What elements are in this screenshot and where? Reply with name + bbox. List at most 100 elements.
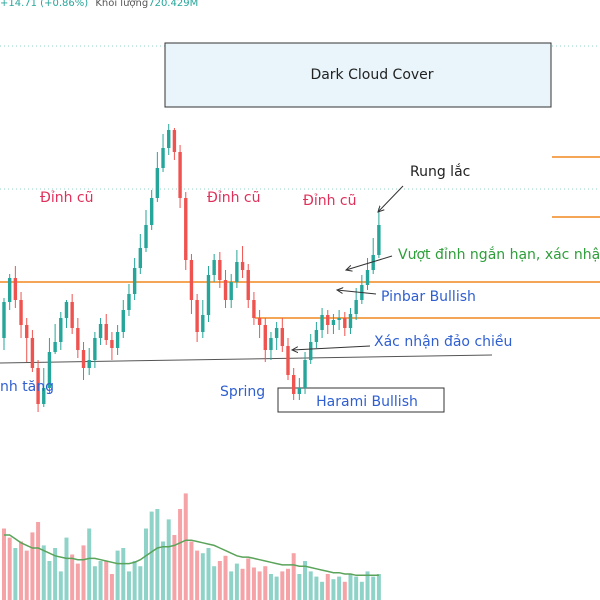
- level-lines: [0, 42, 600, 413]
- volume-bar: [229, 571, 234, 600]
- volume-bar: [251, 567, 256, 600]
- candle: [337, 310, 341, 330]
- harami-label: Harami Bullish: [316, 394, 418, 410]
- candle-body: [47, 352, 52, 388]
- volume-bar: [19, 541, 24, 600]
- candle-body: [81, 350, 86, 368]
- candle-body: [297, 388, 302, 394]
- candle-body: [201, 315, 205, 332]
- candle: [263, 318, 267, 362]
- candle-body: [132, 268, 137, 294]
- candle: [343, 312, 347, 336]
- candle-body: [291, 375, 296, 394]
- candle: [2, 298, 6, 350]
- candle-body: [36, 368, 40, 404]
- candle: [331, 314, 336, 334]
- volume-bar: [13, 548, 18, 600]
- volume-bar: [24, 550, 29, 600]
- volume-bar: [2, 528, 6, 600]
- price-change: +14.71 (+0.86%): [0, 0, 89, 9]
- candle: [320, 308, 324, 338]
- volume-label: Khối lượng: [95, 0, 149, 9]
- volume-bar: [166, 519, 171, 600]
- candle: [314, 322, 319, 348]
- volume-bar: [36, 522, 41, 600]
- candle: [110, 332, 114, 360]
- volume-bar: [371, 576, 376, 600]
- candle: [144, 210, 148, 252]
- volume-bar: [376, 574, 381, 600]
- candle: [291, 368, 296, 400]
- candle: [240, 246, 245, 278]
- volume-bar: [183, 493, 188, 600]
- volume-bar: [115, 550, 120, 600]
- volume-bar: [81, 545, 86, 600]
- volume-bar: [331, 579, 336, 600]
- candle-body: [167, 130, 171, 148]
- volume-bar: [280, 571, 285, 600]
- candle-body: [178, 152, 182, 198]
- candle: [13, 266, 18, 308]
- volume-bar: [297, 574, 302, 600]
- volume-bar: [274, 576, 279, 600]
- volume-bar: [47, 561, 52, 600]
- candle-body: [42, 388, 46, 404]
- volume-bar: [291, 553, 296, 600]
- candle: [47, 338, 52, 394]
- candle: [19, 292, 23, 338]
- volume-bar: [195, 550, 200, 600]
- volume-bar: [121, 548, 126, 600]
- candle: [184, 192, 188, 270]
- candle: [87, 348, 91, 375]
- neckline: [0, 354, 493, 364]
- volume-bar: [189, 541, 194, 600]
- volume-bar: [303, 561, 308, 600]
- candle: [161, 134, 165, 172]
- xac-nhan-arrow: [292, 345, 371, 350]
- candle-body: [286, 346, 290, 375]
- volume-bar: [359, 581, 364, 600]
- candle: [326, 310, 330, 334]
- volume-bar: [348, 574, 353, 600]
- pinbar-arrow: [337, 290, 377, 295]
- candle-body: [269, 338, 273, 350]
- volume-value: 720.429M: [148, 0, 199, 9]
- volume-bar: [365, 571, 370, 600]
- candle-body: [13, 278, 18, 300]
- volume-bar: [98, 561, 103, 600]
- candle-body: [326, 315, 330, 325]
- volume-bar: [58, 571, 63, 600]
- candle-body: [320, 315, 324, 330]
- volume-bar: [7, 537, 12, 600]
- volume-bar: [53, 548, 58, 600]
- candle: [371, 238, 375, 274]
- candle-body: [377, 225, 381, 255]
- volume-bar: [144, 528, 148, 600]
- candle: [138, 234, 143, 274]
- volume-bar: [132, 561, 137, 600]
- candle: [149, 190, 154, 230]
- candle-body: [257, 318, 262, 325]
- candle: [246, 264, 250, 308]
- candle: [223, 270, 228, 308]
- candle: [252, 292, 256, 325]
- candle-body: [172, 130, 177, 152]
- volume-bar: [320, 581, 325, 600]
- candle: [70, 294, 74, 334]
- candle-body: [25, 325, 29, 338]
- candle-body: [314, 330, 319, 342]
- candle: [76, 318, 80, 358]
- volume-bar: [138, 566, 143, 600]
- candle: [377, 208, 381, 258]
- candle-body: [303, 360, 307, 388]
- candle-body: [240, 262, 245, 270]
- candle: [42, 368, 46, 407]
- candle-body: [218, 260, 222, 280]
- candle-body: [365, 270, 370, 285]
- candle-body: [30, 338, 35, 368]
- volume-bar: [268, 574, 273, 600]
- volume-bar: [41, 545, 46, 600]
- volume-bar: [75, 563, 80, 600]
- candle-body: [263, 325, 267, 350]
- candle-body: [76, 328, 80, 350]
